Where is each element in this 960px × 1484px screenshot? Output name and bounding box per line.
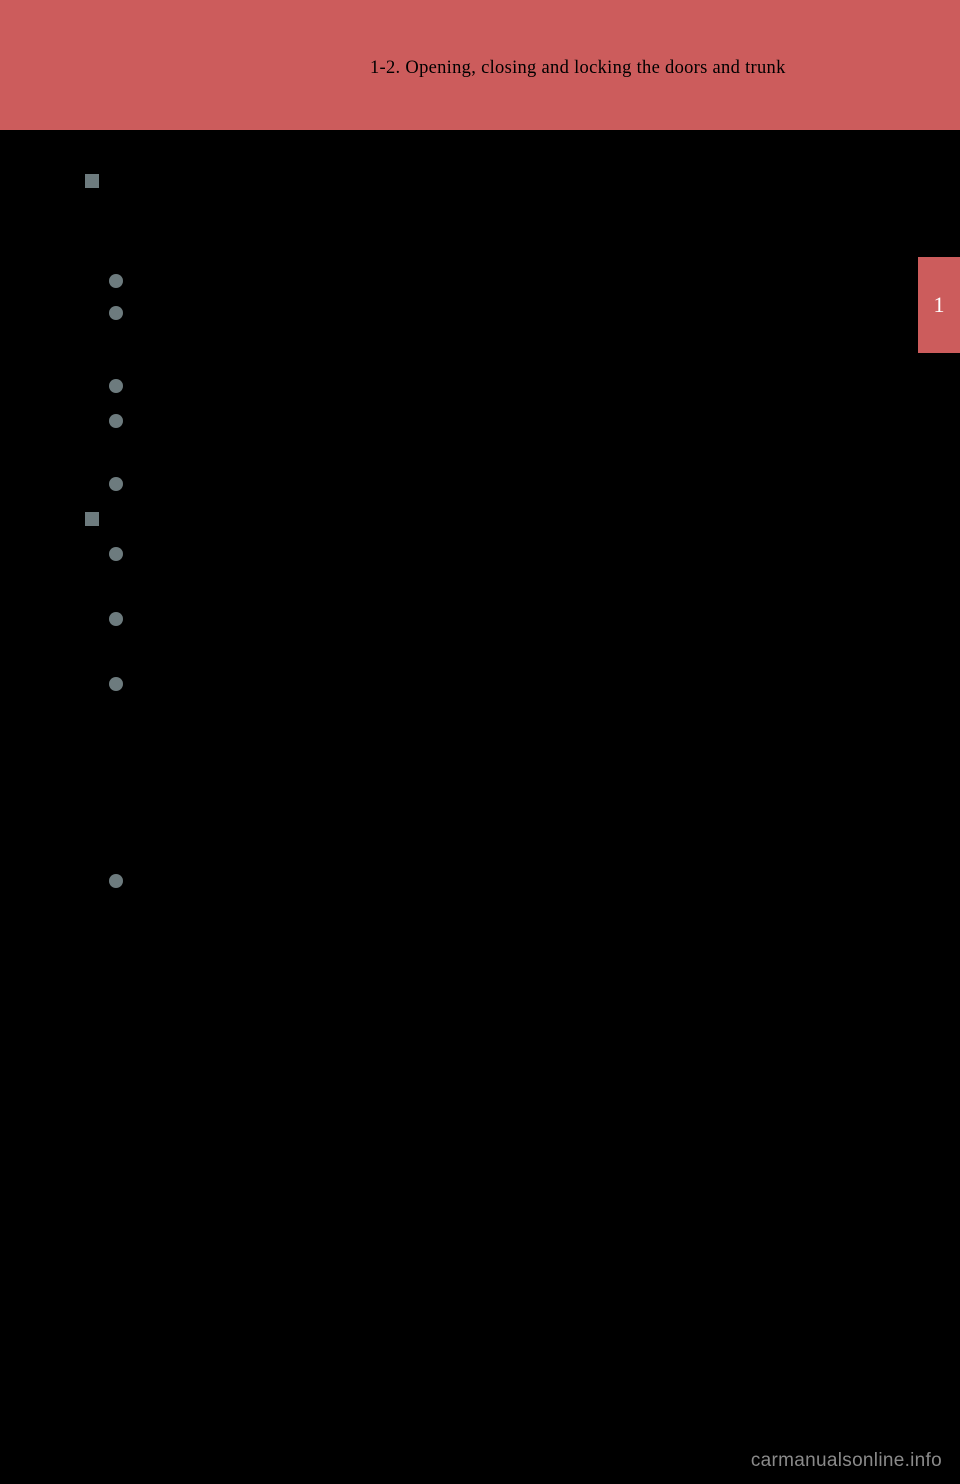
header-banner: 1-2. Opening, closing and locking the do… — [0, 0, 960, 130]
round-bullet-icon — [109, 547, 123, 561]
watermark-text: carmanualsonline.info — [751, 1450, 942, 1472]
chapter-number: 1 — [934, 292, 945, 318]
round-bullet-icon — [109, 414, 123, 428]
round-bullet-icon — [109, 477, 123, 491]
square-bullet-icon — [85, 174, 99, 188]
square-bullet-icon — [85, 512, 99, 526]
round-bullet-icon — [109, 677, 123, 691]
round-bullet-icon — [109, 874, 123, 888]
round-bullet-icon — [109, 612, 123, 626]
round-bullet-icon — [109, 379, 123, 393]
chapter-tab: 1 — [918, 257, 960, 353]
round-bullet-icon — [109, 306, 123, 320]
section-title: 1-2. Opening, closing and locking the do… — [370, 58, 786, 79]
round-bullet-icon — [109, 274, 123, 288]
